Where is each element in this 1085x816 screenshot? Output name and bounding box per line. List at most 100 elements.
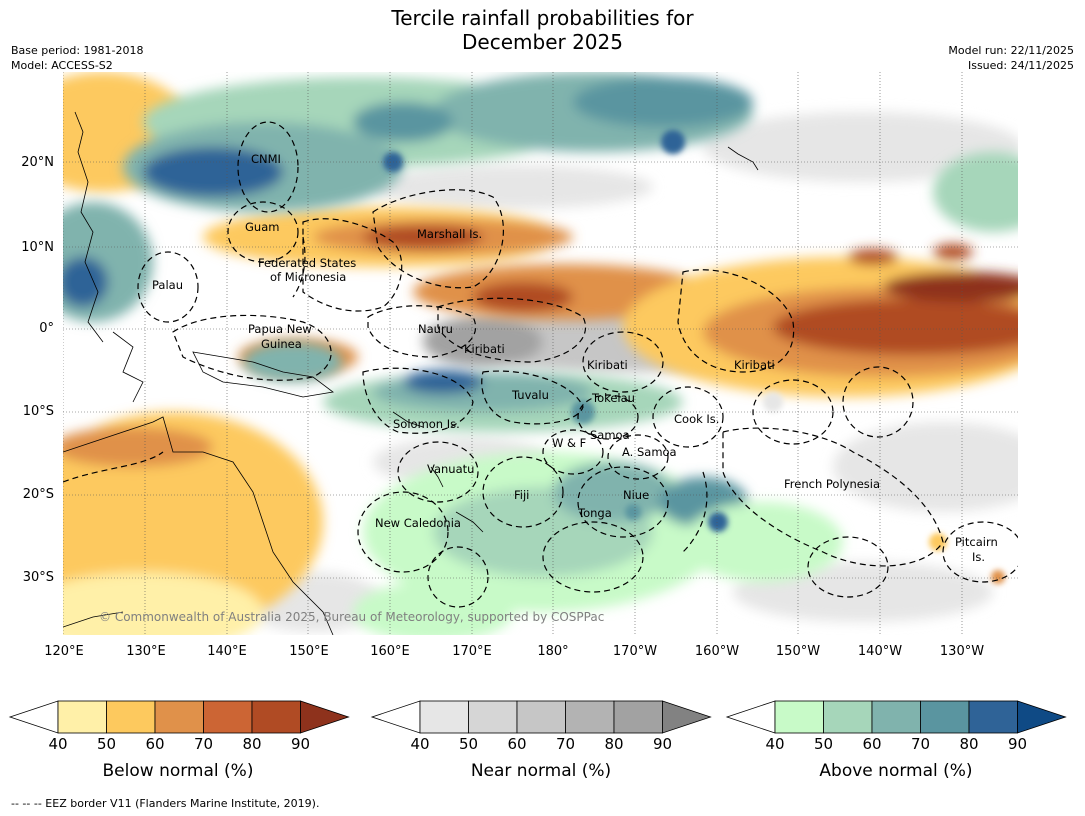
lon-tick: 120°E	[44, 644, 84, 659]
coastlines	[63, 111, 759, 635]
region-label: Palau	[152, 278, 183, 292]
region-label: Federated States	[258, 256, 356, 270]
lon-tick: 130°E	[126, 644, 166, 659]
colorbar-extend-low	[725, 700, 776, 734]
colorbar-tick-label: 50	[458, 735, 479, 753]
colorbar-tick-label: 60	[145, 735, 165, 753]
colorbar-segment	[565, 700, 615, 734]
colorbar-segment	[468, 700, 518, 734]
region-label: A. Samoa	[622, 445, 677, 459]
lon-tick: 150°W	[775, 644, 821, 659]
region-label: CNMI	[251, 152, 281, 166]
colorbar-tick-label: 40	[410, 735, 430, 753]
colorbar-segment	[516, 700, 566, 734]
title-line-1: Tercile rainfall probabilities for	[391, 6, 694, 30]
colorbar-title-below: Below normal (%)	[102, 761, 254, 781]
colorbar-above-normal	[725, 700, 1067, 734]
speckle-field	[383, 130, 1005, 584]
meta-left: Base period: 1981-2018 Model: ACCESS-S2	[11, 43, 143, 73]
colorbar-segment	[203, 700, 253, 734]
map-title: Tercile rainfall probabilities for Decem…	[0, 6, 1085, 54]
colorbar-title-above: Above normal (%)	[819, 761, 973, 781]
region-label: Pitcairn	[955, 535, 998, 549]
colorbar-segment	[419, 700, 469, 734]
colorbar-title-near: Near normal (%)	[470, 761, 612, 781]
region-label: of Micronesia	[270, 270, 346, 284]
region-label: Is.	[972, 550, 985, 564]
colorbar-segment	[613, 700, 663, 734]
colorbar-below-normal	[8, 700, 350, 734]
colorbar-extend-low	[370, 700, 421, 734]
title-line-2: December 2025	[462, 30, 623, 54]
model-label: Model: ACCESS-S2	[11, 59, 113, 72]
colorbar-tick-label: 80	[242, 735, 262, 753]
region-label: Guam	[245, 220, 279, 234]
colorbar-extend-high	[300, 700, 350, 734]
map-canvas: CNMI Guam Marshall Is. Federated States …	[63, 72, 1018, 635]
probability-map: CNMI Guam Marshall Is. Federated States …	[63, 72, 1018, 635]
colorbar-segment	[774, 700, 824, 734]
region-label: Samoa	[590, 428, 630, 442]
colorbar-tick-label: 40	[48, 735, 68, 753]
region-label: Kiribati	[734, 358, 775, 372]
below-normal-field	[63, 72, 1018, 635]
lat-tick: 10°S	[22, 404, 54, 419]
lon-tick: 170°W	[612, 644, 658, 659]
lat-tick: 30°S	[22, 570, 54, 585]
copyright-notice: © Commonwealth of Australia 2025, Bureau…	[99, 610, 604, 624]
lon-tick: 150°E	[289, 644, 329, 659]
base-period-label: Base period: 1981-2018	[11, 44, 144, 57]
colorbar-tick-label: 60	[862, 735, 882, 753]
graticule	[63, 72, 1018, 635]
lat-tick: 0°	[39, 321, 54, 336]
region-label: Vanuatu	[427, 462, 474, 476]
colorbar-extend-high	[1017, 700, 1067, 734]
region-label: Fiji	[514, 488, 529, 502]
lat-tick: 10°N	[21, 240, 54, 255]
lon-tick: 140°E	[207, 644, 247, 659]
eez-borders	[63, 121, 1018, 608]
region-label: New Caledonia	[375, 516, 461, 530]
colorbar-extend-low	[8, 700, 59, 734]
eez-footnote: -- -- -- EEZ border V11 (Flanders Marine…	[11, 797, 320, 810]
colorbar-segment	[251, 700, 301, 734]
region-label: Papua New	[248, 322, 312, 336]
region-label: Kiribati	[587, 358, 628, 372]
colorbar-tick-label: 90	[652, 735, 673, 753]
colorbar-tick-label: 70	[910, 735, 931, 753]
colorbar-segment	[154, 700, 204, 734]
lon-tick: 160°W	[694, 644, 740, 659]
colorbars	[8, 700, 1067, 734]
colorbar-near-normal	[370, 700, 712, 734]
lon-tick: 130°W	[939, 644, 985, 659]
region-label: French Polynesia	[784, 477, 880, 491]
meta-right: Model run: 22/11/2025 Issued: 24/11/2025	[948, 43, 1074, 73]
lon-tick: 180°	[537, 644, 569, 659]
lon-tick: 170°E	[452, 644, 492, 659]
region-label: Guinea	[261, 337, 302, 351]
colorbar-tick-label: 90	[290, 735, 311, 753]
colorbar-segment	[57, 700, 107, 734]
region-label: Nauru	[418, 322, 453, 336]
lat-tick: 20°S	[22, 487, 54, 502]
colorbar-tick-label: 70	[193, 735, 214, 753]
model-run-label: Model run: 22/11/2025	[948, 44, 1074, 57]
region-label: Marshall Is.	[417, 227, 482, 241]
colorbar-segment	[968, 700, 1018, 734]
region-label: Tonga	[577, 506, 612, 520]
lon-tick: 140°W	[857, 644, 903, 659]
region-label: Tokelau	[591, 391, 635, 405]
colorbar-tick-label: 80	[604, 735, 624, 753]
lat-tick: 20°N	[21, 155, 54, 170]
region-label: Kiribati	[464, 342, 505, 356]
colorbar-tick-label: 40	[765, 735, 785, 753]
colorbar-segment	[106, 700, 156, 734]
region-label: Solomon Is.	[393, 417, 460, 431]
colorbar-tick-label: 80	[959, 735, 979, 753]
colorbar-tick-label: 50	[96, 735, 117, 753]
region-label: Cook Is.	[674, 412, 719, 426]
colorbar-tick-label: 50	[813, 735, 834, 753]
colorbar-tick-label: 90	[1007, 735, 1028, 753]
region-label: Niue	[623, 488, 649, 502]
colorbar-extend-high	[662, 700, 712, 734]
